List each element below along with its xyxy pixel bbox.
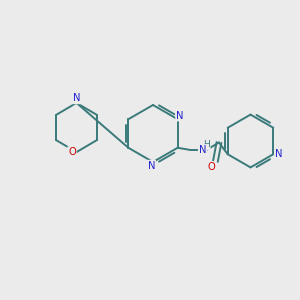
Text: H: H [203,140,210,149]
Text: N: N [148,160,155,171]
Text: N: N [275,149,283,159]
Text: O: O [208,162,216,172]
Text: N: N [73,93,80,103]
Text: O: O [68,147,76,157]
Text: N: N [199,145,206,155]
Text: N: N [176,111,184,121]
